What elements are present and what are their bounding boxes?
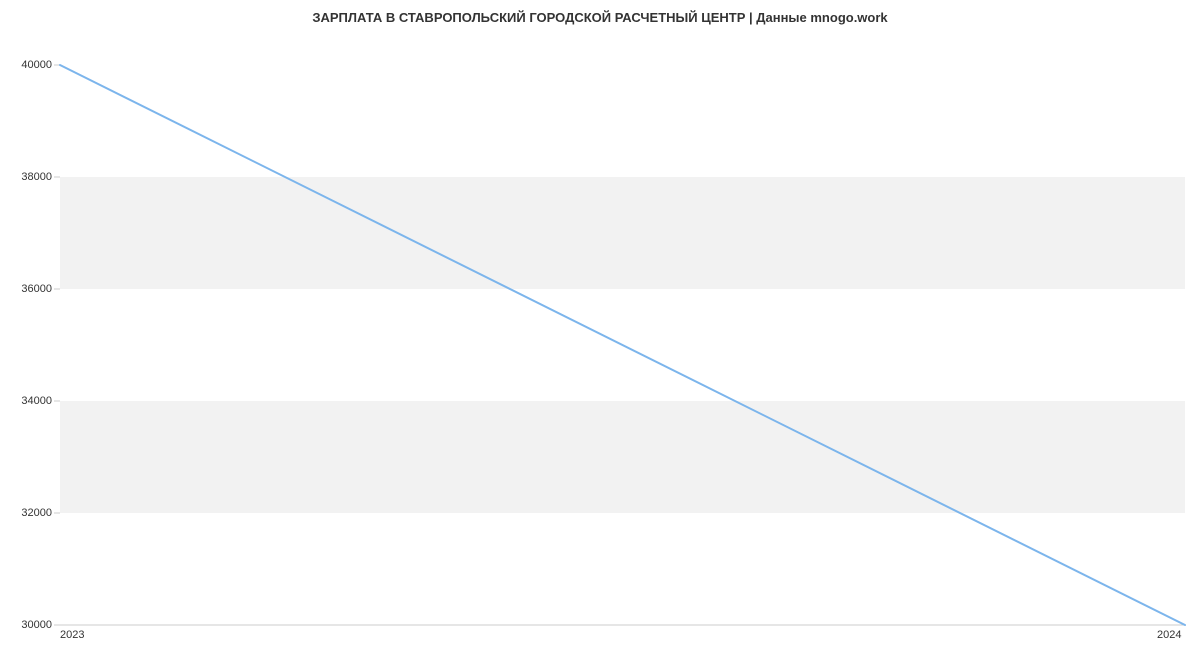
y-tick-label: 40000 xyxy=(0,59,52,71)
chart-title: ЗАРПЛАТА В СТАВРОПОЛЬСКИЙ ГОРОДСКОЙ РАСЧ… xyxy=(0,0,1200,25)
y-tick-label: 34000 xyxy=(0,395,52,407)
plot-band xyxy=(60,177,1185,289)
y-tick-label: 32000 xyxy=(0,507,52,519)
series-line xyxy=(60,65,1185,625)
y-tick-label: 36000 xyxy=(0,283,52,295)
y-tick-label: 38000 xyxy=(0,171,52,183)
chart-container: 30000 32000 34000 36000 38000 40000 2023 2024 xyxy=(0,25,1200,645)
x-tick-label: 2023 xyxy=(60,629,84,641)
plot-band xyxy=(60,401,1185,513)
chart-svg xyxy=(0,25,1200,645)
x-tick-label: 2024 xyxy=(1157,629,1181,641)
y-tick-label: 30000 xyxy=(0,619,52,631)
